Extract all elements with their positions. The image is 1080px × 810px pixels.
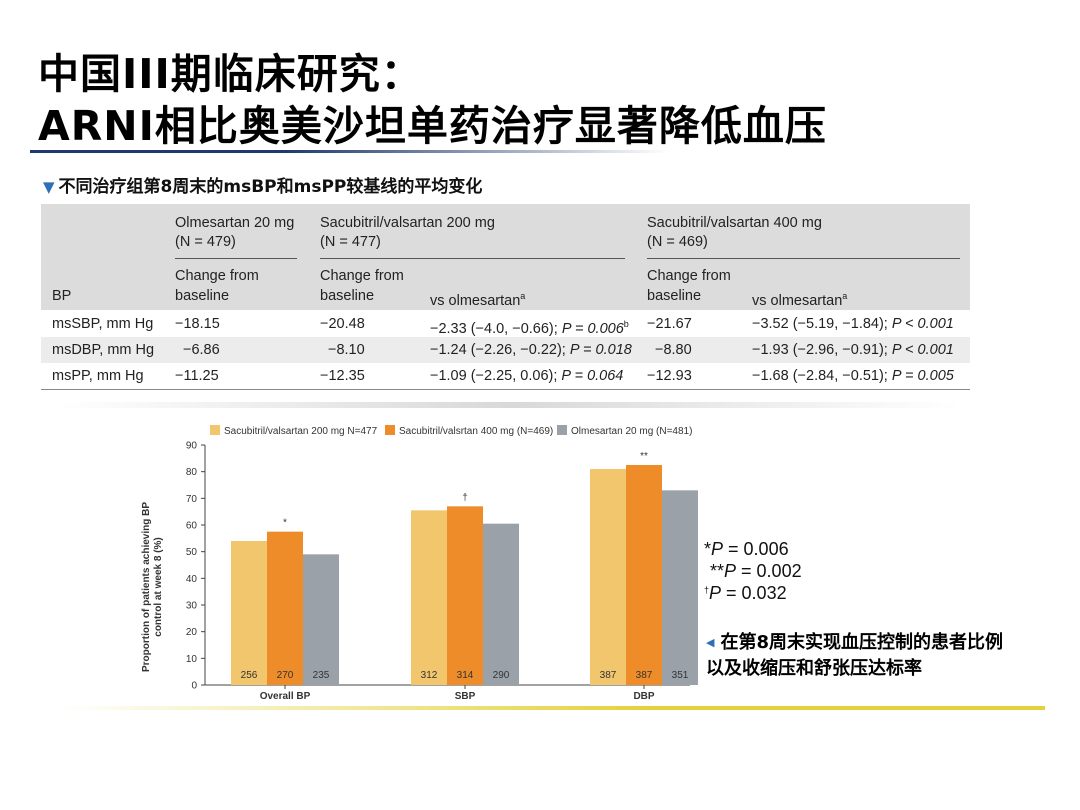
- bar-count-label: 387: [600, 670, 617, 681]
- y-tick-label: 10: [186, 654, 198, 665]
- bar: [662, 490, 698, 685]
- bar: [590, 469, 626, 685]
- bar-count-label: 387: [636, 670, 653, 681]
- group-name-sv400: Sacubitril/valsartan 400 mg: [647, 215, 822, 231]
- legend-swatch: [385, 425, 395, 435]
- y-tick-label: 0: [191, 681, 197, 692]
- y-tick-label: 60: [186, 521, 198, 532]
- table-cell-s400-vs: −1.68 (−2.84, −0.51); P = 0.005: [752, 368, 954, 384]
- table-heading-text: 不同治疗组第8周末的msBP和msPP较基线的平均变化: [58, 177, 483, 197]
- significance-mark: *: [283, 518, 287, 529]
- table-cell-s200: −20.48: [320, 316, 365, 332]
- table-cell-olm: −18.15: [175, 316, 220, 332]
- bar-chart: Sacubitril/valsartan 200 mg N=477 Sacubit…: [141, 425, 698, 702]
- legend-swatch: [210, 425, 220, 435]
- y-tick-label: 70: [186, 494, 198, 505]
- triangle-left-icon: ◀: [706, 636, 715, 649]
- bar-count-label: 235: [313, 670, 330, 681]
- group-rule-sv400: [647, 258, 960, 259]
- group-rule-sv200: [320, 258, 625, 259]
- bar: [267, 531, 303, 685]
- group-n-sv200: (N = 477): [320, 234, 381, 250]
- y-tick-label: 40: [186, 574, 198, 585]
- bar: [447, 506, 483, 685]
- y-tick-label: 30: [186, 601, 198, 612]
- column-header-change-200-2: baseline: [320, 288, 375, 304]
- column-header-change-400-2: baseline: [647, 288, 702, 304]
- column-header-vs-200: vs olmesartana: [430, 291, 526, 309]
- table-bottom-rule: [41, 389, 970, 390]
- table-cell-s200: −12.35: [320, 368, 365, 384]
- x-tick-label: DBP: [633, 691, 654, 702]
- bar-count-label: 351: [672, 670, 689, 681]
- table-row-label: msDBP, mm Hg: [52, 342, 155, 358]
- triangle-icon: ▼: [43, 178, 55, 196]
- column-header-bp: BP: [52, 288, 72, 304]
- bar-count-label: 256: [241, 670, 258, 681]
- table-cell-s200-vs: −1.24 (−2.26, −0.22); P = 0.018: [430, 342, 632, 358]
- significance-mark: **: [640, 451, 648, 462]
- y-axis-label-line2: control at week 8 (%): [153, 537, 164, 636]
- legend-swatch: [557, 425, 567, 435]
- side-note-line2: 以及收缩压和舒张压达标率: [706, 658, 922, 679]
- column-header-change-200-1: Change from: [320, 268, 404, 284]
- table-heading: ▼ 不同治疗组第8周末的msBP和msPP较基线的平均变化: [43, 172, 482, 197]
- legend-label: Sacubitril/valsrtan 400 mg (N=469): [399, 426, 553, 437]
- bottom-accent-rule: [60, 706, 1045, 710]
- group-name-sv200: Sacubitril/valsartan 200 mg: [320, 215, 495, 231]
- table-cell-s200-vs: −2.33 (−4.0, −0.66); P = 0.006b: [430, 319, 629, 337]
- bar: [303, 554, 339, 685]
- significance-mark: †: [462, 492, 468, 503]
- bar-count-label: 290: [493, 670, 510, 681]
- column-header-change-olm-2: baseline: [175, 288, 230, 304]
- x-tick-label: Overall BP: [260, 691, 311, 702]
- bar-count-label: 270: [277, 670, 294, 681]
- title-underline: [30, 150, 670, 153]
- y-tick-label: 20: [186, 627, 198, 638]
- bar: [483, 523, 519, 685]
- group-n-olmesartan: (N = 479): [175, 234, 236, 250]
- pvalue-note-3: †P = 0.032: [704, 583, 787, 603]
- bar-count-label: 312: [421, 670, 438, 681]
- table-cell-olm: −6.86: [183, 342, 220, 358]
- y-axis-label-line1: Proportion of patients achieving BP: [141, 502, 152, 672]
- y-tick-label: 80: [186, 467, 198, 478]
- group-n-sv400: (N = 469): [647, 234, 708, 250]
- table-cell-s400-vs: −3.52 (−5.19, −1.84); P < 0.001: [752, 316, 954, 332]
- table-cell-s400: −21.67: [647, 316, 692, 332]
- column-header-change-olm-1: Change from: [175, 268, 259, 284]
- legend-label: Sacubitril/valsartan 200 mg N=477: [224, 426, 378, 437]
- group-name-olmesartan: Olmesartan 20 mg: [175, 215, 295, 231]
- table-cell-s200: −8.10: [328, 342, 365, 358]
- legend-label: Olmesartan 20 mg (N=481): [571, 426, 692, 437]
- table-header: [41, 204, 970, 310]
- table-cell-olm: −11.25: [175, 368, 219, 384]
- bar: [231, 541, 267, 685]
- bar-count-label: 314: [457, 670, 474, 681]
- table-cell-s400-vs: −1.93 (−2.96, −0.91); P < 0.001: [752, 342, 954, 358]
- table-row-label: msSBP, mm Hg: [52, 316, 154, 332]
- pvalue-note-2: **P = 0.002: [710, 561, 802, 581]
- y-tick-label: 90: [186, 441, 198, 452]
- side-note-line1: ◀ 在第8周末实现血压控制的患者比例: [706, 632, 1003, 653]
- column-header-change-400-1: Change from: [647, 268, 731, 284]
- section-divider: [60, 402, 960, 408]
- pvalue-note-1: *P = 0.006: [704, 539, 789, 559]
- table-cell-s200-vs: −1.09 (−2.25, 0.06); P = 0.064: [430, 368, 624, 384]
- chart-legend: Sacubitril/valsartan 200 mg N=477 Sacubit…: [210, 425, 692, 437]
- page-title-line2: ARNI相比奥美沙坦单药治疗显著降低血压: [38, 102, 827, 150]
- x-tick-label: SBP: [455, 691, 476, 702]
- bar: [411, 510, 447, 685]
- row-shade-msdbp: [41, 337, 970, 363]
- bar: [626, 465, 662, 685]
- column-header-vs-400: vs olmesartana: [752, 291, 848, 309]
- group-rule-olmesartan: [175, 258, 297, 259]
- y-tick-label: 50: [186, 547, 198, 558]
- page-title-line1: 中国III期临床研究：: [38, 50, 423, 98]
- table-row-label: msPP, mm Hg: [52, 368, 144, 384]
- table-cell-s400: −12.93: [647, 368, 692, 384]
- table-cell-s400: −8.80: [655, 342, 692, 358]
